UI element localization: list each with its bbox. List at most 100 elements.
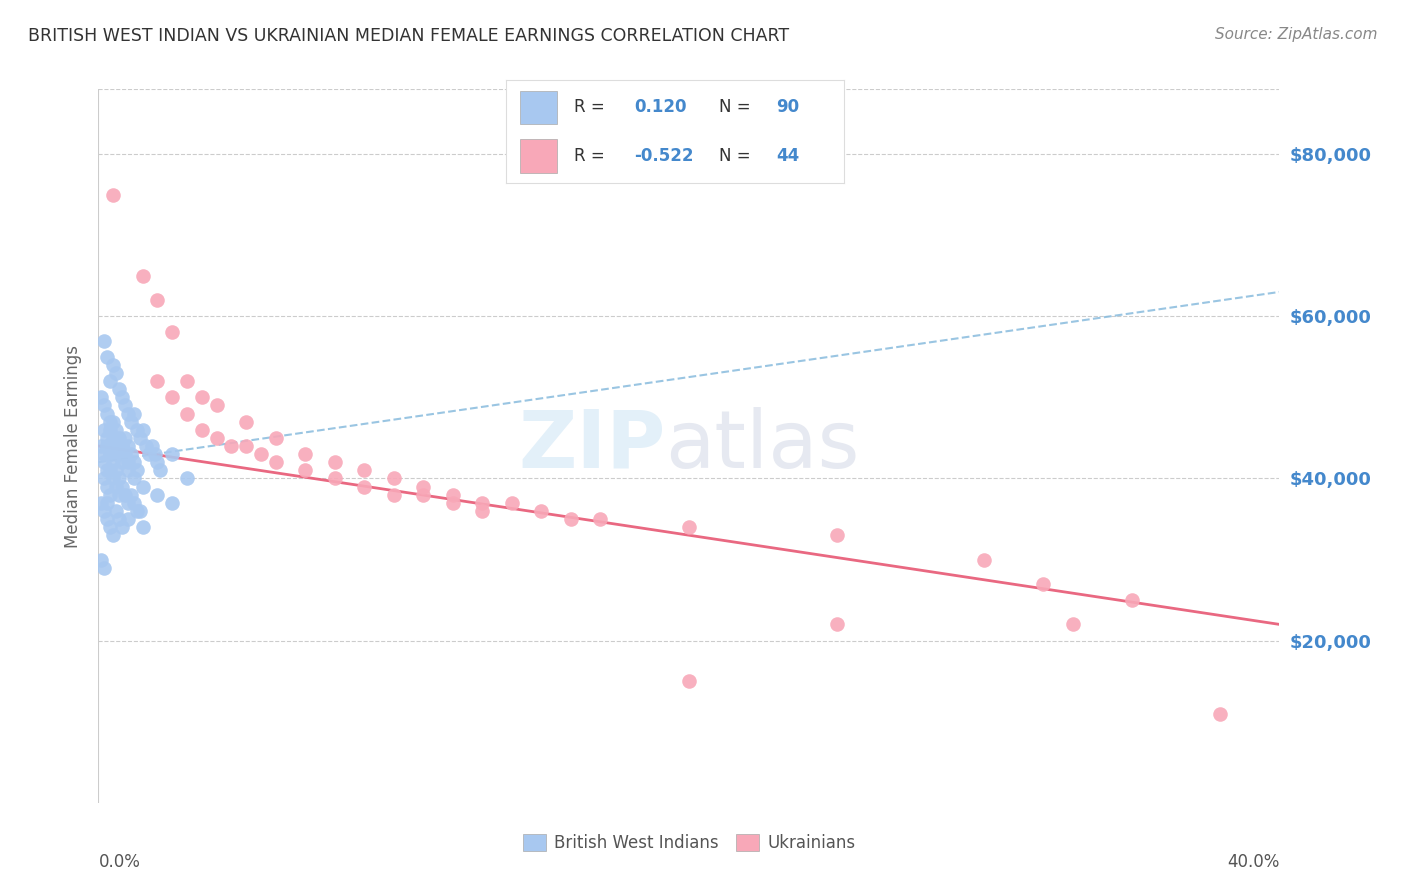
Point (825, 617, 848, 632)
Point (471, 496, 494, 510)
Point (93, 560, 115, 574)
Point (264, 455, 287, 469)
Point (120, 447, 142, 461)
Point (108, 512, 131, 526)
Point (103, 439, 125, 453)
Point (441, 488, 464, 502)
Point (117, 512, 139, 526)
Text: R =: R = (574, 146, 605, 165)
Point (501, 496, 523, 510)
Point (132, 479, 155, 493)
Point (471, 504, 494, 518)
Point (382, 488, 405, 502)
Point (176, 407, 198, 421)
Point (93, 399, 115, 413)
Point (98, 520, 121, 534)
Point (105, 479, 128, 493)
Text: N =: N = (718, 146, 751, 165)
FancyBboxPatch shape (520, 139, 557, 173)
Point (105, 439, 128, 453)
FancyBboxPatch shape (520, 91, 557, 124)
Point (205, 431, 228, 445)
Point (132, 520, 155, 534)
Point (103, 431, 125, 445)
Point (1209, 706, 1232, 721)
Point (162, 447, 183, 461)
Point (96, 407, 118, 421)
Point (111, 439, 134, 453)
Point (105, 463, 128, 477)
Point (412, 488, 434, 502)
Point (1062, 617, 1084, 632)
Point (98, 463, 121, 477)
Point (146, 488, 169, 502)
Point (114, 488, 136, 502)
Point (162, 326, 183, 340)
Point (120, 415, 142, 429)
Point (90, 552, 112, 566)
Point (146, 374, 169, 388)
Point (441, 496, 464, 510)
Point (90, 496, 112, 510)
Y-axis label: Median Female Earnings: Median Female Earnings (63, 344, 82, 548)
Point (191, 390, 214, 404)
Point (128, 431, 150, 445)
Point (117, 407, 139, 421)
Point (1121, 593, 1143, 607)
Point (90, 439, 112, 453)
Point (125, 423, 148, 437)
Point (382, 471, 405, 485)
Point (323, 455, 346, 469)
Point (93, 447, 115, 461)
Text: R =: R = (574, 98, 605, 117)
Point (117, 455, 139, 469)
Point (98, 447, 121, 461)
Point (114, 399, 136, 413)
Point (1032, 577, 1054, 591)
Text: 40.0%: 40.0% (1227, 853, 1279, 871)
Legend: British West Indians, Ukrainians: British West Indians, Ukrainians (516, 827, 862, 859)
Point (103, 455, 125, 469)
Point (93, 455, 115, 469)
Point (353, 479, 375, 493)
Point (205, 399, 228, 413)
Point (120, 488, 142, 502)
Point (678, 520, 700, 534)
Point (96, 512, 118, 526)
Point (108, 382, 131, 396)
Text: 0.0%: 0.0% (98, 853, 141, 871)
Point (103, 415, 125, 429)
Point (294, 447, 316, 461)
Point (114, 447, 136, 461)
Text: ZIP: ZIP (517, 407, 665, 485)
Point (250, 447, 273, 461)
Text: 90: 90 (776, 98, 799, 117)
Point (146, 293, 169, 307)
Point (125, 463, 148, 477)
Point (589, 512, 612, 526)
Point (111, 479, 134, 493)
Text: 0.120: 0.120 (634, 98, 688, 117)
Point (98, 423, 121, 437)
Point (96, 431, 118, 445)
Point (143, 447, 166, 461)
Point (96, 496, 118, 510)
Point (105, 423, 128, 437)
Point (191, 423, 214, 437)
Point (96, 350, 118, 364)
Point (96, 479, 118, 493)
Point (98, 447, 121, 461)
Point (162, 390, 183, 404)
Point (96, 439, 118, 453)
Point (98, 415, 121, 429)
Point (98, 374, 121, 388)
Point (146, 455, 169, 469)
Point (323, 471, 346, 485)
Point (105, 366, 128, 380)
Point (138, 447, 160, 461)
Point (122, 407, 145, 421)
Point (132, 268, 155, 283)
Point (235, 415, 257, 429)
Point (93, 423, 115, 437)
Point (93, 334, 115, 348)
